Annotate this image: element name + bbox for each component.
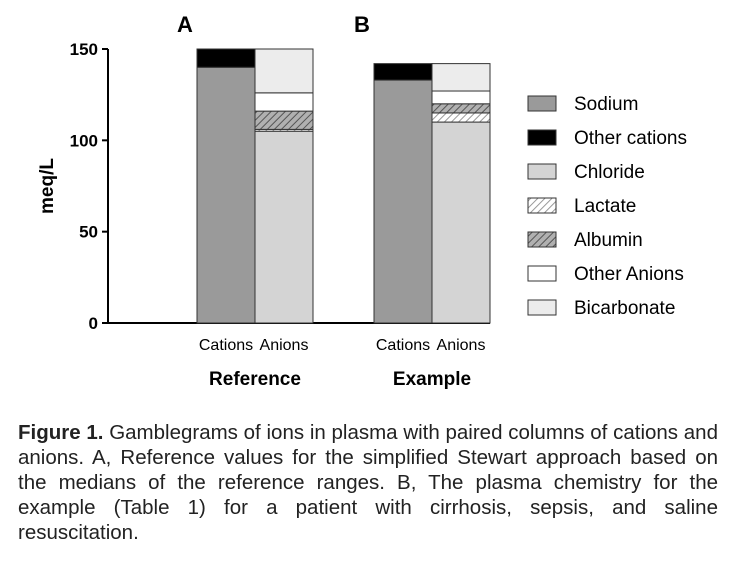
figure-caption: Figure 1. Gamblegrams of ions in plasma … (18, 420, 718, 545)
bar-segment-bicarbonate (254, 48, 314, 94)
y-tick-label: 50 (79, 223, 98, 242)
panel-label: B (354, 12, 370, 37)
group-labels: Cations Anions Reference A Cations Anions Exam… (177, 12, 485, 390)
legend-swatch (527, 163, 557, 180)
y-axis-label: meq/L (37, 158, 58, 214)
y-tick-label: 150 (70, 40, 98, 59)
legend-swatch (527, 265, 557, 282)
y-tick-label: 0 (89, 314, 98, 333)
group-name: Reference (209, 369, 301, 390)
caption-text: Gamblegrams of ions in plasma with paire… (18, 421, 718, 544)
column-label: Anions (437, 337, 486, 354)
legend-label: Bicarbonate (574, 298, 675, 319)
legend-label: Other cations (574, 128, 687, 149)
bar-segment-albumin (431, 103, 491, 114)
caption-lead: Figure 1. (18, 421, 104, 444)
bar-segment-chloride (254, 130, 314, 324)
legend-label: Lactate (574, 196, 636, 217)
legend-label: Albumin (574, 230, 643, 251)
legend-swatch (527, 95, 557, 112)
bar-segment-bicarbonate (431, 63, 491, 92)
panel-label: A (177, 12, 193, 37)
bar-segment-lactate (431, 112, 491, 123)
y-tick-label: 100 (70, 131, 98, 150)
legend-swatch (527, 231, 557, 248)
bar-segment-other-anions (431, 90, 491, 105)
bar-segment-other-cations (196, 48, 256, 68)
bar-segment-sodium (373, 79, 433, 324)
bar-segment-other-anions (254, 92, 314, 112)
column-label: Cations (376, 337, 430, 354)
column-label: Anions (260, 337, 309, 354)
legend-swatch (527, 299, 557, 316)
bar-segment-sodium (196, 66, 256, 324)
legend-swatch (527, 129, 557, 146)
group-name: Example (393, 369, 471, 390)
legend-label: Sodium (574, 94, 638, 115)
bar-segment-albumin (254, 110, 314, 130)
legend-label: Other Anions (574, 264, 684, 285)
stacked-bars (196, 48, 491, 324)
legend-label: Chloride (574, 162, 645, 183)
bar-segment-other-cations (373, 63, 433, 81)
bar-segment-chloride (431, 121, 491, 324)
column-label: Cations (199, 337, 253, 354)
legend: Sodium Other cations Chloride Lactate Albumi… (527, 94, 687, 319)
legend-swatch (527, 197, 557, 214)
y-axis: 0 50 100 150 meq/L (37, 40, 490, 333)
